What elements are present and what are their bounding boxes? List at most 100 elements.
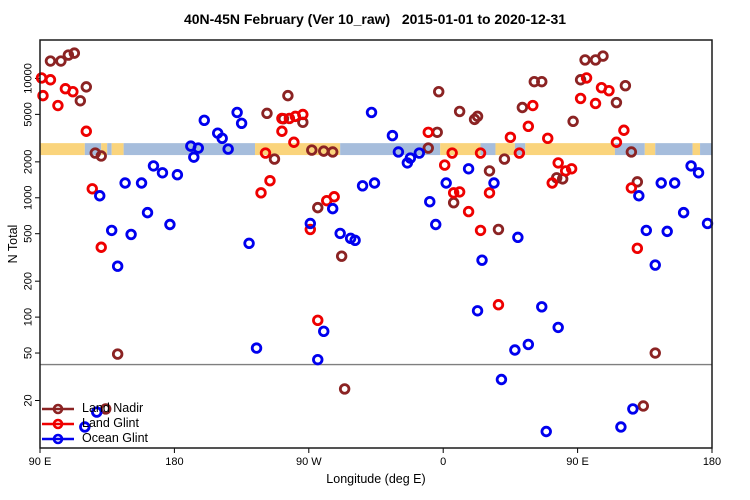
data-point-land-glint: [328, 191, 340, 203]
band-segment-land: [111, 143, 124, 156]
data-point-ocean-glint: [125, 228, 137, 241]
data-point-ocean-glint: [386, 129, 399, 142]
data-point-ocean-glint: [231, 106, 243, 119]
band-segment-ocean: [700, 143, 712, 156]
data-point-ocean-glint: [147, 160, 160, 172]
data-point-ocean-glint: [312, 353, 324, 366]
data-point-land-glint: [422, 126, 434, 138]
data-point-land-nadir: [261, 107, 273, 120]
data-point-land-glint: [546, 177, 558, 189]
data-point-land-nadir: [498, 153, 511, 165]
data-point-land-glint: [447, 187, 460, 199]
y-tick-label: 2000: [23, 150, 35, 174]
y-tick-label: 5000: [23, 102, 35, 126]
data-point-land-nadir: [306, 144, 318, 156]
data-point-ocean-glint: [164, 218, 176, 231]
data-point-land-glint: [438, 159, 451, 171]
data-point-ocean-glint: [401, 157, 414, 169]
land-nadir-symbol: [42, 403, 74, 414]
data-point-ocean-glint: [633, 190, 645, 202]
data-point-ocean-glint: [250, 342, 263, 354]
data-point-land-glint: [80, 125, 92, 137]
legend: Land Nadir Land Glint Ocean Glint: [41, 401, 148, 446]
data-point-land-nadir: [579, 54, 591, 66]
data-point-ocean-glint: [79, 421, 91, 433]
y-axis-title: N Total: [6, 224, 20, 264]
y-tick-label: 20: [23, 394, 35, 406]
data-point-ocean-glint: [188, 151, 200, 163]
legend-label: Ocean Glint: [82, 431, 149, 445]
x-tick-label: 180: [165, 456, 183, 468]
data-point-ocean-glint: [615, 421, 627, 433]
data-point-ocean-glint: [476, 254, 488, 266]
data-point-land-glint: [304, 223, 316, 236]
data-point-land-nadir: [335, 250, 348, 262]
data-point-ocean-glint: [392, 146, 405, 158]
data-point-land-nadir: [574, 74, 587, 86]
ocean-glint-symbol: [42, 433, 74, 444]
data-point-land-glint: [522, 120, 535, 133]
data-point-land-nadir: [447, 196, 460, 209]
data-point-land-glint: [86, 183, 98, 195]
data-point-ocean-glint: [495, 373, 508, 386]
data-point-land-glint: [513, 147, 526, 159]
band-segment-ocean: [480, 143, 496, 156]
data-point-ocean-glint: [430, 218, 442, 231]
y-tick-label: 1000: [23, 186, 35, 210]
data-point-land-nadir: [516, 101, 529, 114]
data-point-ocean-glint: [141, 206, 154, 219]
data-point-ocean-glint: [156, 167, 169, 179]
data-point-ocean-glint: [661, 225, 673, 238]
data-point-land-nadir: [625, 146, 638, 158]
data-point-ocean-glint: [171, 169, 184, 181]
band-segment-ocean: [340, 143, 441, 156]
data-point-land-glint: [559, 165, 572, 177]
x-tick-label: 180: [703, 456, 721, 468]
data-point-ocean-glint: [349, 234, 361, 247]
data-point-ocean-glint: [235, 117, 248, 129]
data-point-land-glint: [565, 163, 578, 175]
data-point-land-glint: [288, 136, 300, 148]
data-point-ocean-glint: [440, 177, 452, 189]
legend-label: Land Glint: [82, 416, 139, 430]
y-tick-label: 100: [23, 308, 35, 326]
data-point-land-glint: [95, 241, 107, 253]
data-point-ocean-glint: [655, 177, 667, 189]
data-point-land-nadir: [567, 115, 579, 128]
data-point-land-glint: [276, 125, 288, 137]
data-point-ocean-glint: [509, 344, 521, 356]
data-point-ocean-glint: [640, 224, 652, 237]
data-point-ocean-glint: [216, 132, 228, 145]
data-point-land-glint: [52, 99, 64, 112]
data-point-land-glint: [542, 132, 554, 145]
x-tick-label: 90 E: [29, 456, 52, 468]
data-point-land-nadir: [326, 146, 339, 158]
data-point-land-glint: [35, 72, 48, 84]
band-segment-land: [101, 143, 108, 156]
data-point-ocean-glint: [94, 190, 106, 202]
data-point-ocean-glint: [462, 163, 475, 175]
data-point-ocean-glint: [198, 114, 210, 126]
data-point-ocean-glint: [701, 217, 714, 230]
data-point-land-nadir: [68, 47, 81, 59]
data-point-land-glint: [264, 175, 276, 187]
data-point-ocean-glint: [318, 325, 330, 338]
data-point-land-nadir: [536, 75, 548, 88]
data-point-land-nadir: [338, 383, 351, 395]
band-segment-land: [255, 143, 341, 156]
data-point-land-nadir: [431, 126, 443, 138]
data-point-land-nadir: [453, 105, 466, 118]
y-tick-label: 50: [23, 347, 35, 359]
x-axis-title: Longitude (deg E): [326, 472, 426, 486]
data-point-land-nadir: [44, 55, 57, 67]
data-point-land-glint: [255, 187, 267, 199]
data-point-land-glint: [574, 92, 587, 105]
data-point-land-nadir: [631, 176, 644, 188]
data-point-ocean-glint: [105, 224, 118, 237]
band-segment-land: [495, 143, 515, 156]
legend-label: Land Nadir: [82, 401, 144, 415]
data-point-ocean-glint: [522, 338, 535, 351]
data-point-ocean-glint: [222, 143, 234, 155]
data-point-land-nadir: [282, 89, 294, 102]
